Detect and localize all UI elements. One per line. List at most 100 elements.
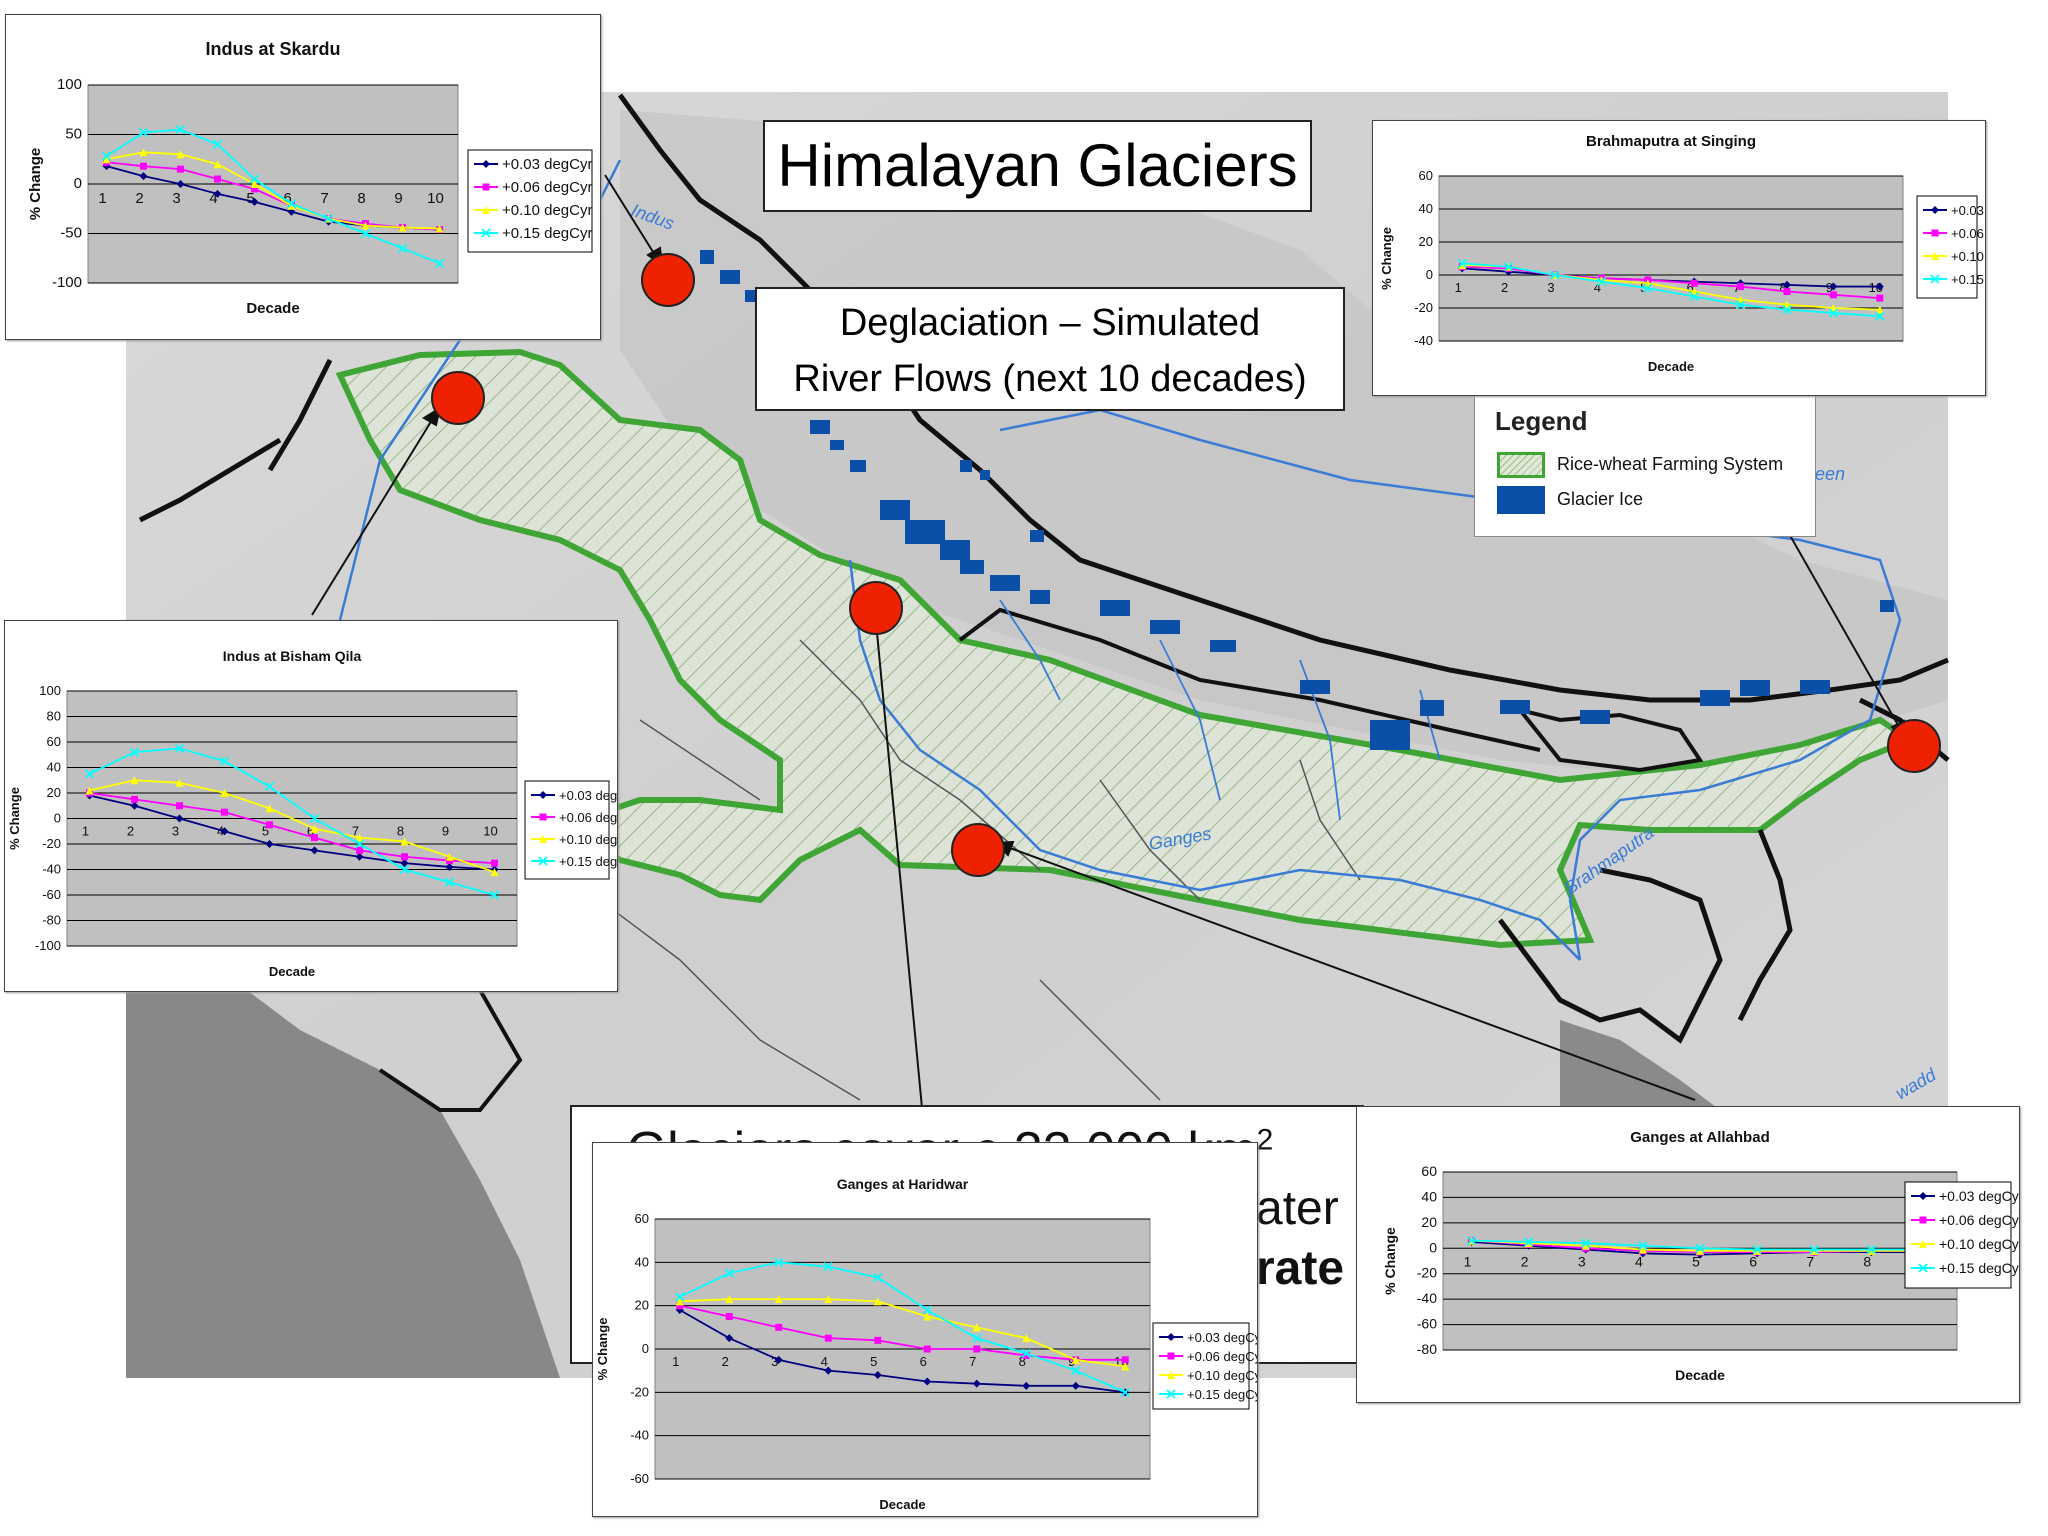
data-point	[774, 1295, 783, 1304]
data-point	[398, 223, 407, 232]
y-tick-label: 100	[57, 76, 82, 93]
y-tick-label: 0	[54, 811, 61, 826]
series-line	[106, 128, 440, 265]
data-point	[401, 853, 408, 861]
data-point	[139, 172, 148, 181]
data-point	[434, 258, 445, 268]
bullet-fragment-rate: rate	[1256, 1242, 1345, 1295]
data-point	[354, 839, 365, 849]
x-tick-label: 10	[427, 190, 444, 207]
data-point	[675, 1292, 685, 1302]
legend-marker	[1919, 1240, 1927, 1248]
page-subtitle: Deglaciation – Simulated River Flows (ne…	[755, 287, 1345, 411]
map-river-brahmaputra	[999, 408, 1902, 961]
chart-ganges-allahbad: Ganges at Allahbad 60 40 20 0 -20 -40 -60 -80 1 2 3…	[1356, 1106, 2020, 1403]
data-point	[310, 846, 319, 855]
chart-title: Brahmaputra at Singing	[1586, 133, 1756, 150]
x-tick-label: 1	[1455, 280, 1462, 295]
legend-label-glacier: Glacier Ice	[1557, 489, 1644, 509]
map-border-bhutan	[1514, 706, 1704, 773]
y-axis-label: % Change	[1379, 227, 1394, 290]
chart-title: Indus at Skardu	[205, 39, 340, 59]
data-point	[1581, 1238, 1591, 1248]
data-point	[1876, 294, 1884, 302]
legend-marker	[481, 228, 491, 238]
map-glacier-ice	[700, 250, 1894, 750]
map-border-nepal	[958, 607, 1541, 752]
chart-indus-bisham: Indus at Bisham Qila 100 80 60 40 20 0 -20 -40 -6…	[4, 620, 618, 992]
data-point	[1809, 1244, 1819, 1255]
x-axis-label: Decade	[269, 964, 315, 979]
data-point	[923, 1377, 932, 1386]
x-tick-label: 1	[672, 1354, 679, 1369]
legend-marker	[482, 160, 490, 168]
data-point	[130, 801, 139, 810]
x-tick-label: 5	[246, 190, 254, 207]
data-point	[1690, 279, 1698, 287]
marker-allahbad	[951, 823, 1005, 877]
series-line	[1462, 262, 1880, 318]
data-point	[1866, 1244, 1876, 1255]
data-point	[1875, 305, 1884, 314]
y-tick-label: -60	[1417, 1316, 1437, 1332]
data-point	[1875, 282, 1884, 291]
data-point	[397, 243, 408, 253]
data-point	[1458, 261, 1467, 270]
legend-entry: +0.03 degCyr	[1939, 1188, 2019, 1204]
marker-haridwar	[849, 581, 903, 635]
x-tick-label: 1	[98, 190, 106, 207]
map-sea-arabian	[126, 985, 560, 1378]
data-point	[140, 162, 147, 170]
x-axis-label: Decade	[246, 300, 299, 317]
data-point	[1596, 276, 1607, 287]
series-line	[679, 1309, 1126, 1394]
data-point	[265, 804, 274, 813]
x-tick-label: 2	[135, 190, 143, 207]
legend-swatch-farming	[1497, 452, 1545, 478]
legend-entry: +0.06 degCyr	[559, 810, 617, 825]
y-tick-label: -80	[1417, 1341, 1437, 1357]
data-point	[131, 795, 138, 803]
y-tick-label: 40	[1421, 1188, 1437, 1204]
x-tick-label: 8	[1019, 1354, 1026, 1369]
chart-svg: Indus at Skardu 100 50 0 -50 -100 1 2 3 4 5 6 7 8 9 10 D…	[27, 39, 593, 317]
y-tick-label: 40	[635, 1254, 649, 1269]
data-point	[1071, 1366, 1081, 1376]
y-tick-label: 0	[1426, 267, 1433, 282]
y-tick-label: -100	[52, 274, 82, 291]
data-point	[177, 165, 184, 173]
y-tick-label: -40	[1414, 333, 1433, 348]
chart-brahmaputra-singing: Brahmaputra at Singing 60 40 20 0 -20 -40 1 2 3 4 5…	[1372, 120, 1986, 396]
data-point	[1503, 262, 1514, 272]
legend-entry: +0.10 degCyr	[502, 202, 592, 219]
map-state-borders	[599, 639, 1361, 1101]
y-tick-label: -40	[42, 862, 61, 877]
legend-entry: +0.15 degCyr	[1187, 1387, 1257, 1402]
data-point	[972, 1333, 982, 1343]
data-point	[1638, 1241, 1648, 1251]
x-tick-label: 8	[357, 190, 365, 207]
data-point	[1829, 291, 1837, 299]
data-point	[1782, 305, 1792, 315]
data-point	[1022, 1352, 1030, 1359]
y-tick-label: -40	[630, 1428, 649, 1443]
legend-entry: +0.10 degCyr	[1951, 249, 1985, 264]
superscript-2: 2	[1256, 1123, 1274, 1157]
legend-marker	[1919, 1216, 1927, 1224]
data-point	[286, 199, 297, 209]
legend-entry: +0.15 degCyr	[1939, 1260, 2019, 1276]
y-tick-label: -40	[1417, 1290, 1437, 1306]
chart-title: Indus at Bisham Qila	[223, 648, 362, 664]
x-tick-label: 3	[172, 190, 180, 207]
data-point	[356, 846, 363, 854]
y-tick-label: 40	[1419, 201, 1433, 216]
data-point	[250, 197, 259, 206]
x-tick-label: 8	[1863, 1253, 1871, 1269]
map-legend: Legend Rice-wheat Farming System Glacier…	[1474, 395, 1816, 537]
chart-svg: Ganges at Allahbad 60 40 20 0 -20 -40 -60 -80 1 2 3…	[1382, 1129, 2019, 1383]
y-tick-label: 0	[1429, 1239, 1437, 1255]
series-line	[89, 747, 495, 896]
legend-marker	[539, 813, 547, 821]
data-point	[489, 890, 500, 900]
